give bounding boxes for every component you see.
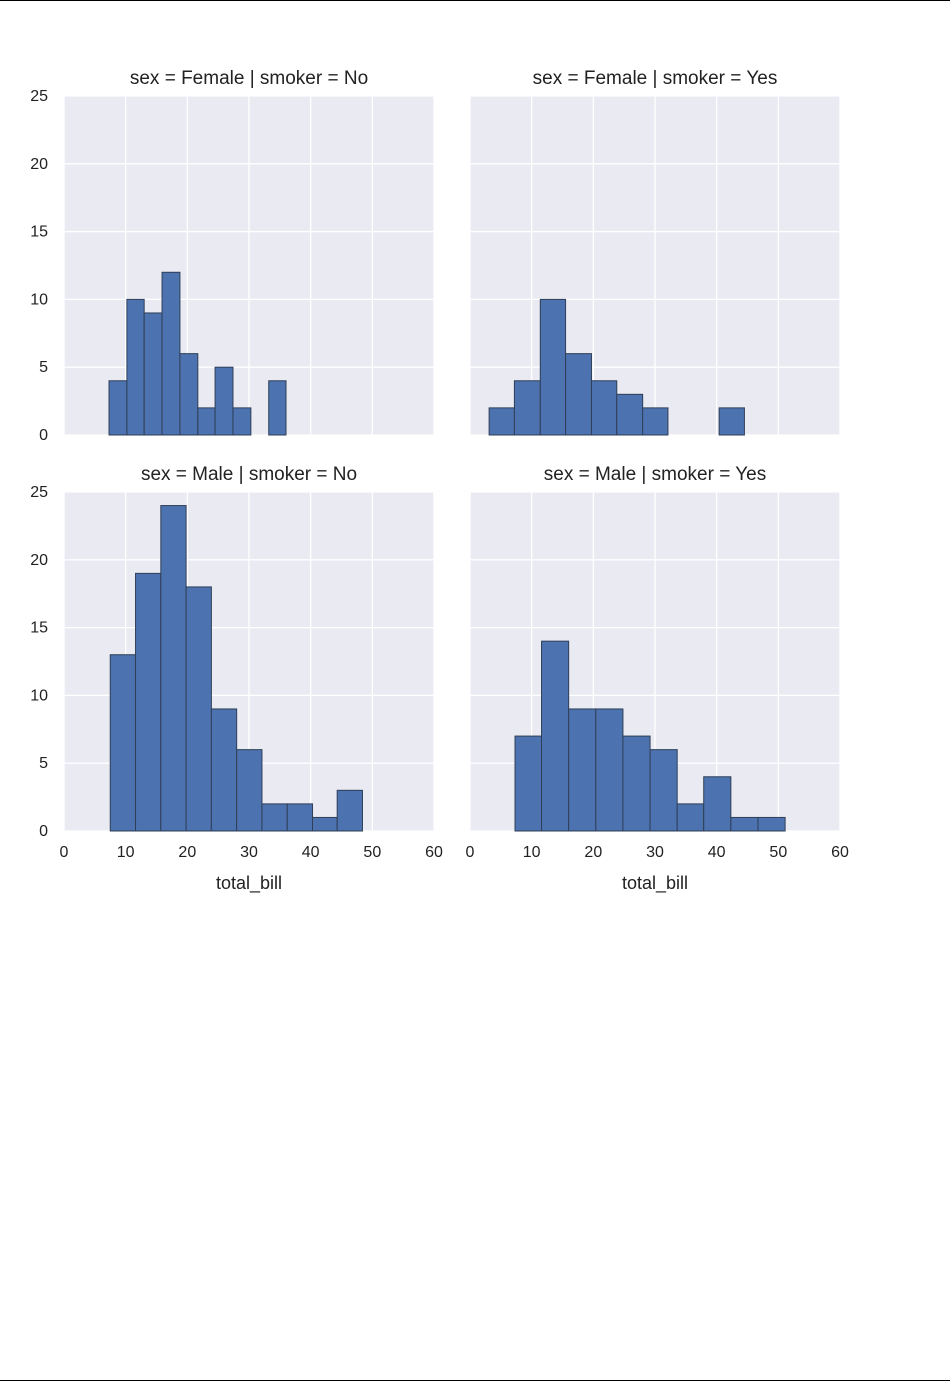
facet-panel: sex = Male | smoker = No 0 5 10 15 20 25 0 10 20 3… xyxy=(30,464,443,894)
histogram-bar xyxy=(261,803,288,832)
histogram-bar xyxy=(565,353,592,436)
histogram-bar xyxy=(539,298,567,436)
x-tick-label: 30 xyxy=(240,844,258,861)
histogram-bar xyxy=(197,407,216,436)
x-tick-label: 20 xyxy=(584,844,602,861)
y-tick-label: 15 xyxy=(30,620,48,637)
y-tick-label: 20 xyxy=(30,156,48,173)
histogram-bar xyxy=(514,735,543,832)
y-tick-label: 25 xyxy=(30,484,48,501)
panel-title: sex = Female | smoker = No xyxy=(130,68,368,89)
histogram-bar xyxy=(718,407,745,436)
y-tick-label: 0 xyxy=(39,823,48,840)
facet-panel: sex = Female | smoker = No 0 5 10 15 20 25 xyxy=(30,68,435,444)
histogram-bar xyxy=(757,816,786,832)
y-tick-label: 5 xyxy=(39,359,48,376)
page-bottom-rule xyxy=(0,1380,950,1381)
x-tick-label: 30 xyxy=(646,844,664,861)
x-axis-label: total_bill xyxy=(622,873,688,894)
x-tick-label: 50 xyxy=(363,844,381,861)
page-top-rule xyxy=(0,0,950,1)
histogram-bar xyxy=(286,803,314,832)
histogram-bar xyxy=(541,640,570,832)
facet-panel: sex = Female | smoker = Yes xyxy=(469,68,841,436)
x-tick-label: 20 xyxy=(178,844,196,861)
histogram-bar xyxy=(568,708,597,832)
histogram-bar xyxy=(109,654,137,832)
histogram-bar xyxy=(143,312,163,436)
histogram-bar xyxy=(622,735,651,832)
histogram-bar xyxy=(214,366,234,436)
y-tick-label: 5 xyxy=(39,755,48,772)
histogram-bar xyxy=(703,776,732,832)
x-tick-label: 50 xyxy=(769,844,787,861)
x-tick-label: 0 xyxy=(466,844,475,861)
panel-title: sex = Male | smoker = No xyxy=(141,464,357,485)
x-tick-label: 40 xyxy=(302,844,320,861)
histogram-bar xyxy=(730,816,759,832)
facet-panel: sex = Male | smoker = Yes 0 10 20 30 40 50 60 to… xyxy=(466,464,849,894)
histogram-bar xyxy=(513,380,541,436)
histogram-bar xyxy=(312,816,338,832)
y-tick-label: 25 xyxy=(30,88,48,105)
histogram-bar xyxy=(179,353,199,436)
y-tick-label: 10 xyxy=(30,291,48,308)
histogram-bar xyxy=(642,407,669,436)
histogram-bar xyxy=(236,749,263,832)
histogram-bar xyxy=(590,380,618,436)
y-tick-label: 0 xyxy=(39,427,48,444)
x-tick-label: 10 xyxy=(117,844,135,861)
histogram-bar xyxy=(126,298,145,436)
x-axis-label: total_bill xyxy=(216,873,282,894)
panel-title: sex = Female | smoker = Yes xyxy=(533,68,778,89)
histogram-bar xyxy=(268,380,287,436)
panel-title: sex = Male | smoker = Yes xyxy=(544,464,767,485)
x-tick-label: 10 xyxy=(523,844,541,861)
histogram-bar xyxy=(232,407,252,436)
histogram-bar xyxy=(649,749,678,832)
histogram-bar xyxy=(185,586,212,832)
histogram-bar xyxy=(161,271,181,436)
histogram-bar xyxy=(336,789,363,832)
histogram-bar xyxy=(210,708,238,832)
histogram-bar xyxy=(488,407,515,436)
x-tick-label: 0 xyxy=(60,844,69,861)
x-tick-label: 40 xyxy=(708,844,726,861)
histogram-bar xyxy=(676,803,705,832)
y-tick-label: 10 xyxy=(30,687,48,704)
x-tick-label: 60 xyxy=(831,844,849,861)
histogram-bar xyxy=(616,393,644,436)
histogram-bar xyxy=(595,708,624,832)
x-tick-label: 60 xyxy=(425,844,443,861)
histogram-bar xyxy=(108,380,128,436)
histogram-bar xyxy=(135,572,162,832)
histogram-bar xyxy=(160,505,187,832)
y-tick-label: 15 xyxy=(30,224,48,241)
y-tick-label: 20 xyxy=(30,552,48,569)
